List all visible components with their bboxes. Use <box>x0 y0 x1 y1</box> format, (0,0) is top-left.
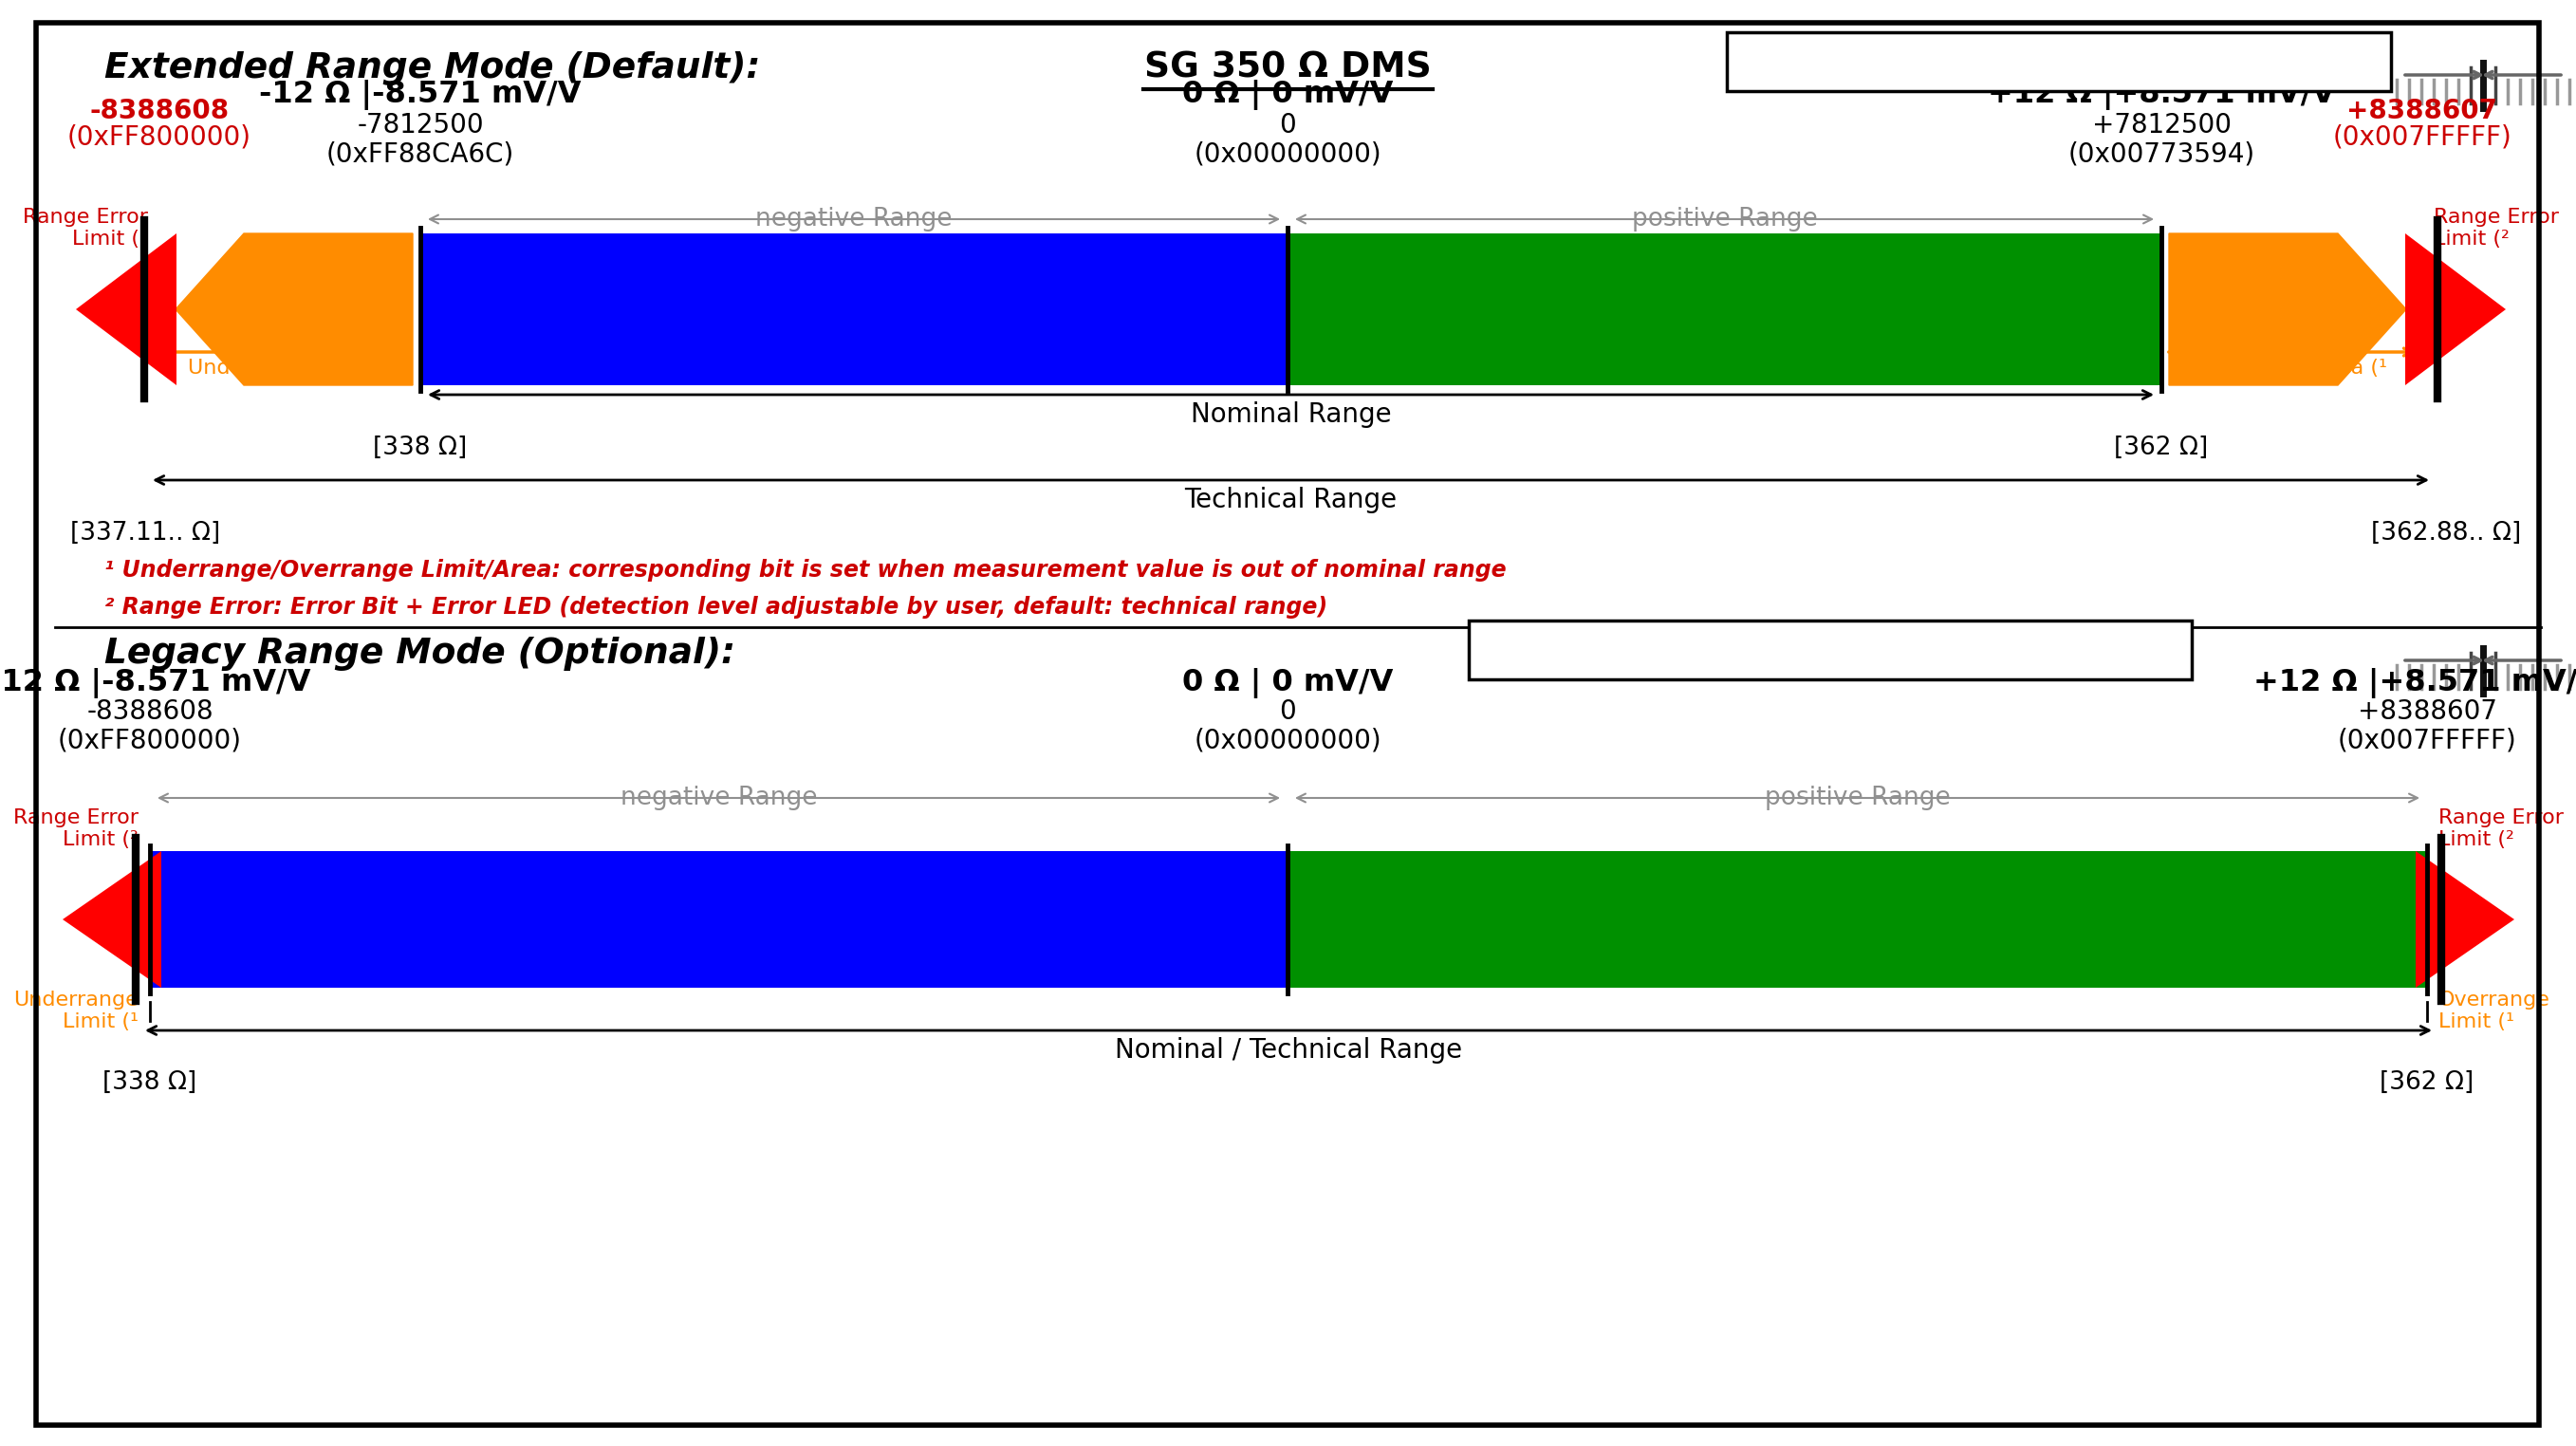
Text: -8388608: -8388608 <box>90 98 229 124</box>
Text: +8388607: +8388607 <box>2347 98 2499 124</box>
Bar <box>1288 233 2161 385</box>
Text: Calculated resolution: 1.430.. μQ/Step: Calculated resolution: 1.430.. μQ/Step <box>1481 636 2009 664</box>
Text: (0xFF88CA6C): (0xFF88CA6C) <box>327 140 515 166</box>
Text: Extended Range Mode (Default):: Extended Range Mode (Default): <box>106 51 760 85</box>
Text: Range Error
Limit (²: Range Error Limit (² <box>2434 208 2558 249</box>
Polygon shape <box>75 233 178 385</box>
Bar <box>420 233 1288 385</box>
Text: 0: 0 <box>1280 111 1296 139</box>
Text: (0x00000000): (0x00000000) <box>1193 140 1381 166</box>
Polygon shape <box>62 852 162 988</box>
Text: -12 Ω |-8.571 mV/V: -12 Ω |-8.571 mV/V <box>260 80 582 110</box>
Bar <box>1726 32 2391 91</box>
Bar <box>149 852 1288 988</box>
Bar <box>1468 620 2192 680</box>
Text: [338 Ω]: [338 Ω] <box>103 1070 196 1095</box>
FancyArrow shape <box>175 233 412 385</box>
Text: Legacy Range Mode (Optional):: Legacy Range Mode (Optional): <box>106 636 734 671</box>
Text: (0x00773594): (0x00773594) <box>2069 140 2254 166</box>
Text: [362 Ω]: [362 Ω] <box>2380 1070 2473 1095</box>
Text: Underrange Area (¹: Underrange Area (¹ <box>188 359 392 377</box>
Text: Range Error
Limit (²: Range Error Limit (² <box>23 208 147 249</box>
Text: -7812500: -7812500 <box>358 111 484 139</box>
Text: Nominal Range: Nominal Range <box>1190 402 1391 428</box>
Text: Nominal / Technical Range: Nominal / Technical Range <box>1115 1037 1463 1064</box>
Text: Technical Range: Technical Range <box>1185 487 1396 513</box>
Text: [362.88.. Ω]: [362.88.. Ω] <box>2370 521 2522 545</box>
Polygon shape <box>2406 233 2506 385</box>
Text: -8388608: -8388608 <box>88 698 214 724</box>
Text: (0x007FFFFF): (0x007FFFFF) <box>2336 727 2517 753</box>
Text: negative Range: negative Range <box>755 207 953 231</box>
Text: 0 Ω | 0 mV/V: 0 Ω | 0 mV/V <box>1182 80 1394 110</box>
Text: [337.11.. Ω]: [337.11.. Ω] <box>70 521 219 545</box>
Text: Underrange
Limit (¹: Underrange Limit (¹ <box>13 991 139 1031</box>
Text: Defined resolution: 1.536 μQ/Step: Defined resolution: 1.536 μQ/Step <box>1741 48 2213 75</box>
FancyArrow shape <box>2169 233 2406 385</box>
Text: (0x007FFFFF): (0x007FFFFF) <box>2334 123 2512 150</box>
Text: 0: 0 <box>1280 698 1296 724</box>
Polygon shape <box>2416 852 2514 988</box>
Text: Range Error
Limit (²: Range Error Limit (² <box>13 808 139 849</box>
Text: (0xFF800000): (0xFF800000) <box>67 123 252 150</box>
Text: 0 Ω | 0 mV/V: 0 Ω | 0 mV/V <box>1182 668 1394 698</box>
Text: +7812500: +7812500 <box>2092 111 2231 139</box>
Text: [338 Ω]: [338 Ω] <box>374 435 466 460</box>
Text: positive Range: positive Range <box>1631 207 1816 231</box>
Text: ² Range Error: Error Bit + Error LED (detection level adjustable by user, defaul: ² Range Error: Error Bit + Error LED (de… <box>106 596 1327 619</box>
Text: negative Range: negative Range <box>621 785 817 810</box>
Text: [362 Ω]: [362 Ω] <box>2115 435 2208 460</box>
Text: +12 Ω |+8.571 mV/V: +12 Ω |+8.571 mV/V <box>2254 668 2576 698</box>
Text: positive Range: positive Range <box>1765 785 1950 810</box>
Text: (0xFF800000): (0xFF800000) <box>57 727 242 753</box>
Text: ¹ Underrange/Overrange Limit/Area: corresponding bit is set when measurement val: ¹ Underrange/Overrange Limit/Area: corre… <box>106 558 1507 581</box>
Text: (0x00000000): (0x00000000) <box>1193 727 1381 753</box>
Text: +8388607: +8388607 <box>2357 698 2496 724</box>
Text: +12 Ω |+8.571 mV/V: +12 Ω |+8.571 mV/V <box>1989 80 2334 110</box>
Text: -12 Ω |-8.571 mV/V: -12 Ω |-8.571 mV/V <box>0 668 312 698</box>
Text: Overrange
Limit (¹: Overrange Limit (¹ <box>2439 991 2550 1031</box>
Bar <box>1288 852 2427 988</box>
Text: Range Error
Limit (²: Range Error Limit (² <box>2439 808 2563 849</box>
Text: SG 350 Ω DMS: SG 350 Ω DMS <box>1144 51 1432 85</box>
Text: Overrange Area (¹: Overrange Area (¹ <box>2197 359 2388 377</box>
